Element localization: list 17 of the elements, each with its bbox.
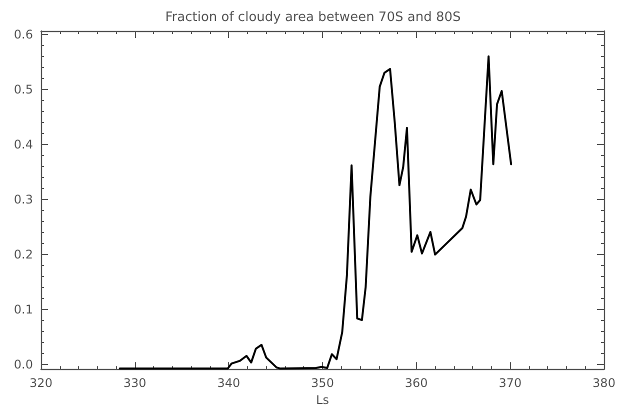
line-series <box>118 55 512 370</box>
y-tick-label: 0.0 <box>14 358 33 372</box>
x-tick-label: 340 <box>217 376 240 390</box>
y-tick-label: 0.6 <box>14 27 33 42</box>
y-tick-label: 0.5 <box>14 82 33 96</box>
x-tick-label: 370 <box>498 376 522 390</box>
x-tick-label: 350 <box>311 376 334 390</box>
x-tick-label: 380 <box>592 376 616 390</box>
y-tick-label: 0.2 <box>14 248 33 262</box>
y-tick-label: 0.3 <box>14 192 33 206</box>
y-tick-label: 0.4 <box>14 137 33 152</box>
x-tick-label: 330 <box>123 376 146 390</box>
x-tick-label: 320 <box>30 376 52 390</box>
y-tick-label: 0.1 <box>14 302 33 317</box>
x-tick-label: 360 <box>404 376 428 390</box>
chart-title: Fraction of cloudy area between 70S and 80S <box>165 10 461 25</box>
x-axis-title: Ls <box>316 393 329 407</box>
